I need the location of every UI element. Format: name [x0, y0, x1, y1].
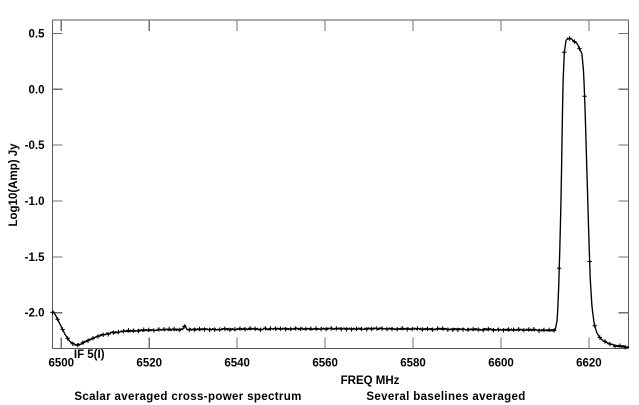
- x-tick-label: 6540: [224, 358, 250, 370]
- data-point-markers: [50, 36, 628, 350]
- x-tick-label: 6500: [48, 358, 74, 370]
- x-tick-label: 6520: [136, 358, 162, 370]
- y-tick-label: -1.0: [25, 196, 45, 208]
- x-axis-ticks: 6500 6520 6540 6560 6580 6600 6620: [48, 20, 602, 370]
- x-tick-label: 6580: [400, 358, 426, 370]
- x-tick-label: 6620: [576, 358, 602, 370]
- x-tick-label: 6560: [312, 358, 338, 370]
- y-tick-label: 0.0: [29, 84, 45, 96]
- plot-frame: [51, 19, 630, 350]
- y-tick-label: -2.0: [25, 308, 45, 320]
- y-tick-label: 0.5: [29, 28, 46, 40]
- caption-left: Scalar averaged cross-power spectrum: [74, 391, 301, 403]
- y-tick-label: -0.5: [25, 140, 45, 152]
- data-point-marker-set: [50, 36, 628, 350]
- y-tick-label: -1.5: [25, 252, 45, 264]
- data-series-group: [50, 36, 630, 350]
- caption-right: Several baselines averaged: [366, 391, 525, 403]
- x-axis-title: FREQ MHz: [341, 375, 400, 387]
- y-axis-ticks: 0.5 0.0 -0.5 -1.0 -1.5 -2.0: [25, 28, 629, 320]
- y-axis-title: Log10(Amp) Jy: [8, 143, 20, 227]
- if-annotation-label: IF 5(I): [74, 349, 105, 361]
- x-tick-label: 6600: [488, 358, 514, 370]
